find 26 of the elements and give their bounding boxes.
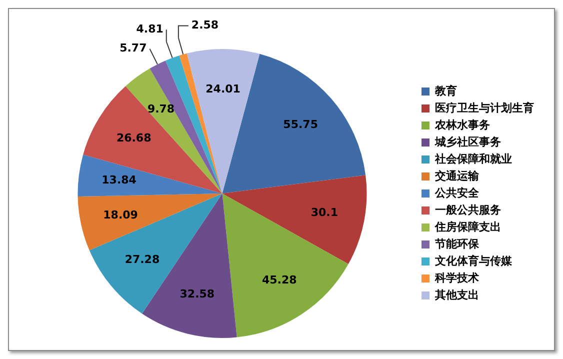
data-label: 13.84 [102,173,137,186]
legend-label: 农林水事务 [434,118,490,132]
data-label: 24.01 [206,82,240,96]
legend-label: 一般公共服务 [435,203,501,216]
data-label: 9.78 [147,102,175,116]
legend-label: 交通运输 [434,169,480,182]
legend-label: 住房保障支出 [434,220,501,234]
data-label: 30.1 [310,206,338,220]
data-label: 5.77 [120,42,147,55]
data-label: 55.75 [283,118,318,131]
data-label: 45.28 [262,273,297,286]
data-label: 27.28 [124,252,160,266]
legend-label: 节能环保 [434,237,480,250]
legend-label: 城乡社区事务 [434,135,501,148]
data-label: 4.81 [136,22,164,36]
data-label: 26.68 [116,132,152,145]
data-label: 18.09 [103,208,138,222]
legend-label: 其他支出 [434,288,479,302]
data-label: 32.58 [180,287,215,300]
legend-label: 公共安全 [434,186,480,200]
legend-label: 医疗卫生与计划生育 [435,101,534,114]
legend-label: 教育 [434,84,457,98]
legend-label: 文化体育与传媒 [434,254,513,268]
legend-label: 社会保障和就业 [434,152,512,166]
legend-label: 科学技术 [434,271,479,284]
data-label: 2.58 [191,18,219,32]
